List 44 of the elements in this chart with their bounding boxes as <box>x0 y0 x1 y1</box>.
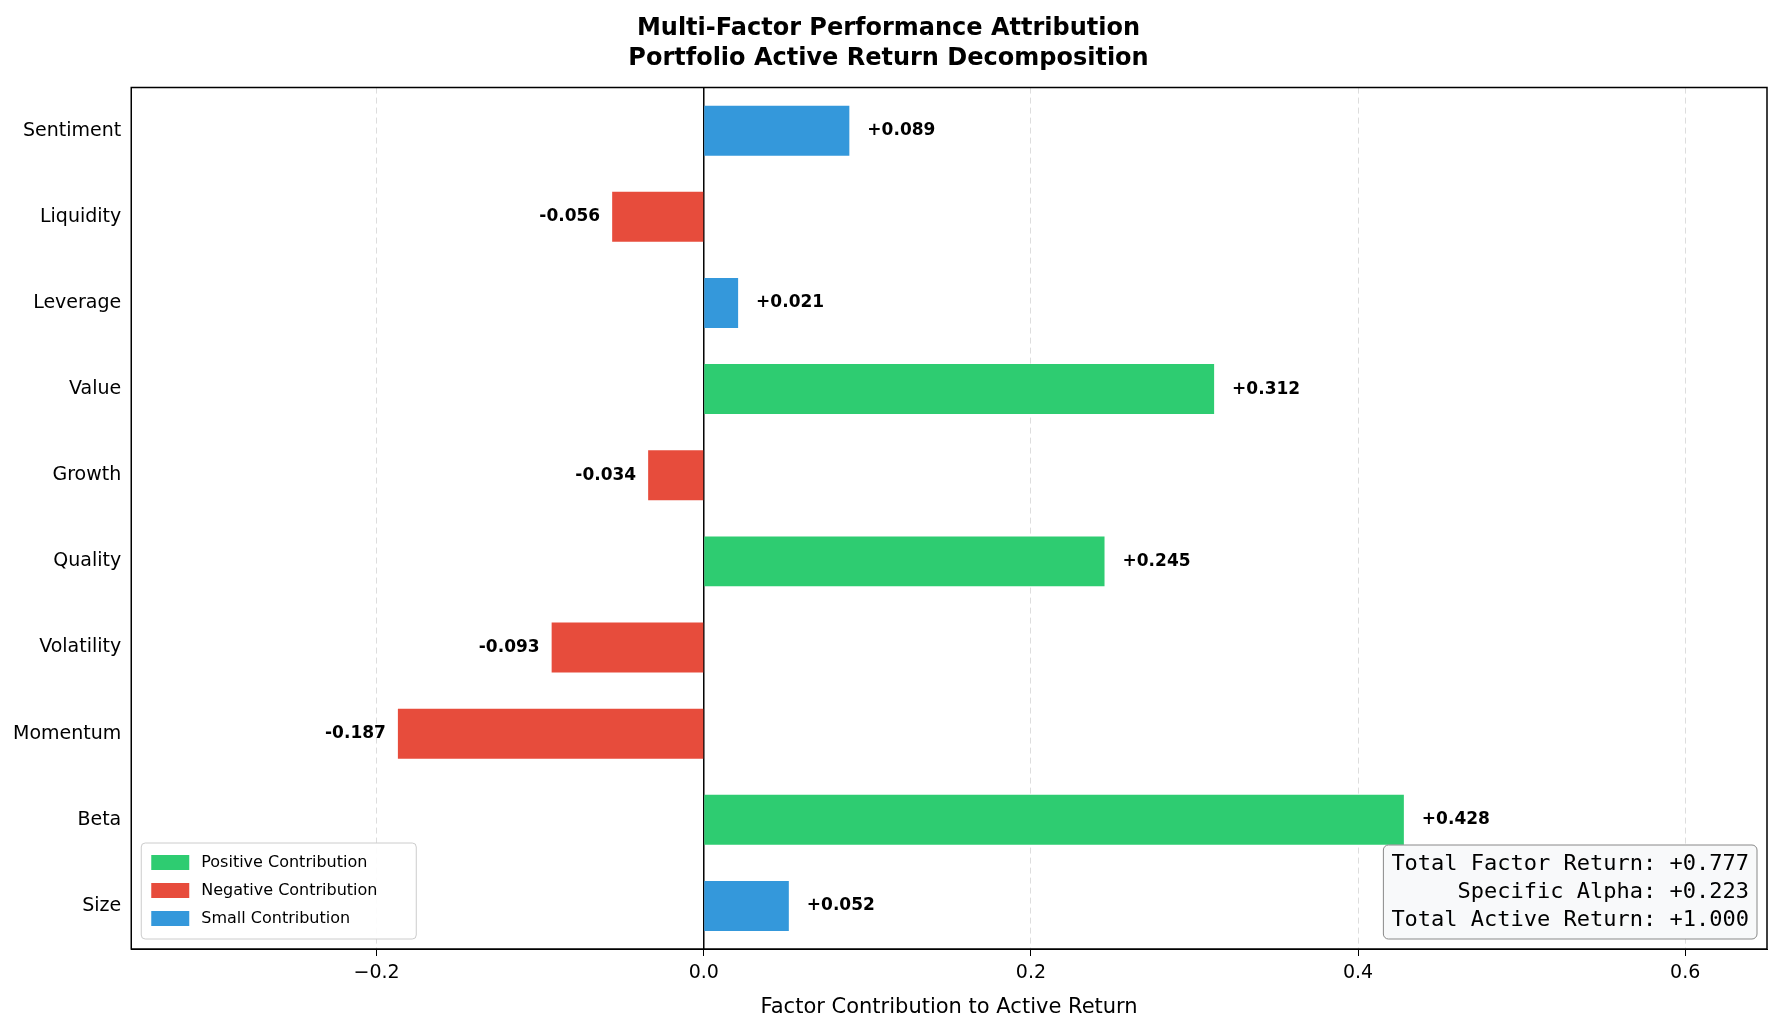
data-label: +0.052 <box>806 894 875 915</box>
y-tick-label: Beta <box>77 806 122 829</box>
data-label: +0.245 <box>1122 549 1191 570</box>
data-label: +0.089 <box>867 119 936 140</box>
data-label: +0.021 <box>756 291 825 312</box>
y-tick-label: Growth <box>52 462 122 485</box>
bar <box>704 364 1215 415</box>
bar <box>704 794 1404 845</box>
y-tick-label: Leverage <box>33 289 122 312</box>
y-tick-label: Quality <box>53 548 122 571</box>
y-tick-label: Momentum <box>12 720 122 743</box>
y-tick-label: Value <box>69 376 122 399</box>
chart-subtitle: Portfolio Active Return Decomposition <box>628 43 1149 72</box>
x-tick-label: 0.2 <box>1015 960 1047 983</box>
data-label: -0.187 <box>325 722 386 743</box>
legend-label: Small Contribution <box>201 908 351 928</box>
bar <box>704 880 789 931</box>
bar <box>704 105 850 156</box>
data-label: -0.034 <box>575 463 637 484</box>
legend-label: Positive Contribution <box>201 852 368 872</box>
data-label: +0.312 <box>1232 377 1301 398</box>
x-tick-label: −0.2 <box>353 960 400 983</box>
y-tick-label: Liquidity <box>39 203 122 226</box>
legend-label: Negative Contribution <box>201 880 378 900</box>
bar <box>648 450 704 501</box>
x-tick-label: 0.4 <box>1342 960 1374 983</box>
y-tick-label: Sentiment <box>23 117 122 140</box>
y-tick-label: Size <box>82 892 122 915</box>
annotation: Specific Alpha: +0.223 <box>1457 877 1749 903</box>
x-tick-label: 0.0 <box>688 960 719 983</box>
data-label: -0.056 <box>539 205 601 226</box>
bar <box>704 536 1105 587</box>
bar <box>612 191 704 242</box>
bar <box>704 277 739 328</box>
annotation: Total Factor Return: +0.777 <box>1391 849 1749 875</box>
bar <box>397 708 704 759</box>
chart-title: Multi-Factor Performance Attribution <box>636 12 1141 41</box>
y-tick-label: Volatility <box>39 634 122 657</box>
data-label: +0.428 <box>1421 808 1490 829</box>
data-label: -0.093 <box>478 635 540 656</box>
x-axis-title: Factor Contribution to Active Return <box>760 993 1138 1018</box>
annotation: Total Active Return: +1.000 <box>1391 905 1749 931</box>
x-tick-label: 0.6 <box>1670 960 1701 983</box>
bar <box>551 622 704 673</box>
